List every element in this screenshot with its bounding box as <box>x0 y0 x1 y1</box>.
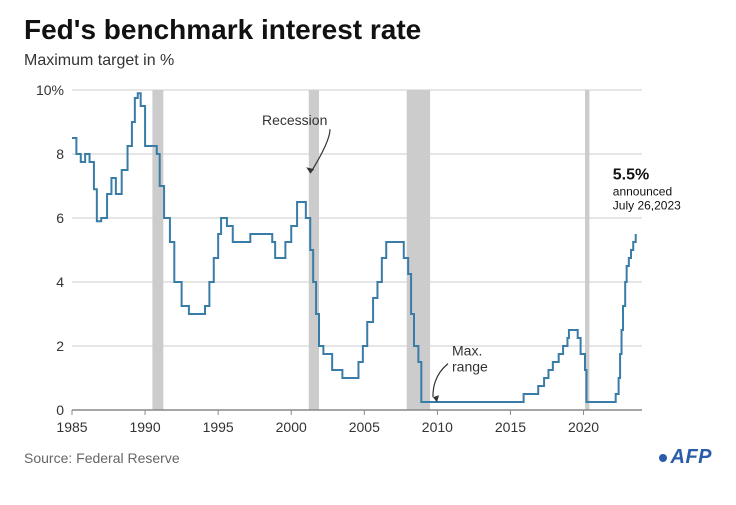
x-tick-label: 1990 <box>129 419 160 435</box>
final-value: 5.5% <box>613 167 649 184</box>
y-tick-label: 2 <box>56 338 64 354</box>
x-tick-label: 2005 <box>349 419 380 435</box>
final-value-sub: July 26,2023 <box>613 199 681 213</box>
y-tick-label: 8 <box>56 146 64 162</box>
x-tick-label: 1995 <box>203 419 234 435</box>
y-tick-label: 6 <box>56 210 64 226</box>
x-tick-label: 2015 <box>495 419 526 435</box>
x-tick-label: 2000 <box>276 419 307 435</box>
y-tick-label: 10% <box>36 82 64 98</box>
fed-rate-chart: 0 2 4 6 8 10% 1985 1990 1995 2000 2005 2010 2015 2020… <box>24 80 712 440</box>
infographic-container: Fed's benchmark interest rate Maximum ta… <box>0 0 736 505</box>
chart-title: Fed's benchmark interest rate <box>24 14 421 46</box>
y-tick-label: 0 <box>56 402 64 418</box>
source-line: Source: Federal Reserve <box>24 450 180 466</box>
max-range-annotation: Max. <box>452 343 482 359</box>
recession-annotation: Recession <box>262 112 327 128</box>
final-value-sub: announced <box>613 185 672 199</box>
afp-logo: AFP <box>659 446 713 469</box>
max-range-annotation: range <box>452 359 488 375</box>
annotation-arrow <box>433 364 448 398</box>
x-tick-label: 1985 <box>56 419 87 435</box>
chart-subtitle: Maximum target in % <box>24 52 174 70</box>
recession-band <box>152 90 163 410</box>
y-tick-label: 4 <box>56 274 64 290</box>
x-tick-label: 2020 <box>568 419 599 435</box>
x-tick-label: 2010 <box>422 419 453 435</box>
